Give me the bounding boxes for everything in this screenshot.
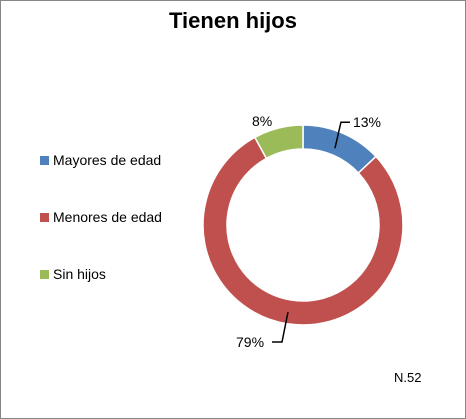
sample-size-note: N.52 — [394, 370, 422, 385]
legend-label-mayores: Mayores de edad — [53, 152, 162, 168]
doughnut-slice-menores — [202, 136, 404, 326]
data-label-mayores: 13% — [353, 114, 381, 130]
doughnut-slice-sin-hijos — [253, 124, 304, 160]
legend-swatch-sin-hijos — [40, 269, 49, 279]
legend-swatch-menores — [40, 212, 49, 222]
data-label-menores: 79% — [236, 334, 264, 350]
legend-item-menores: Menores de edad — [40, 207, 162, 227]
legend-label-sin-hijos: Sin hijos — [53, 266, 106, 282]
legend-item-mayores: Mayores de edad — [40, 150, 161, 170]
legend-label-menores: Menores de edad — [53, 209, 162, 225]
chart-title: Tienen hijos — [169, 8, 297, 33]
legend-swatch-mayores — [40, 155, 49, 165]
data-label-sin-hijos: 8% — [252, 113, 272, 129]
leader-line-menores — [272, 311, 289, 343]
legend-item-sin-hijos: Sin hijos — [40, 264, 106, 284]
doughnut-slice-mayores — [302, 124, 377, 175]
leader-line-mayores — [334, 121, 350, 149]
